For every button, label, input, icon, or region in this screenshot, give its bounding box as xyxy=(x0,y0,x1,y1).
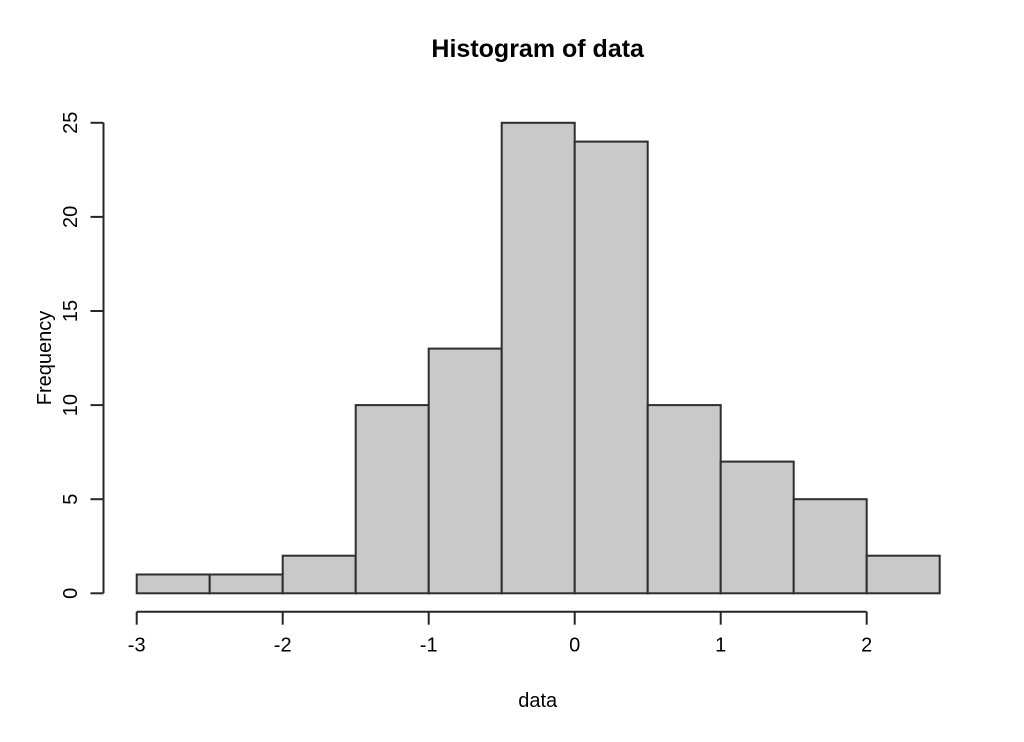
chart-title: Histogram of data xyxy=(431,35,645,63)
y-tick-label: 0 xyxy=(60,588,82,599)
x-tick-label: -2 xyxy=(274,635,292,657)
histogram-bar xyxy=(500,121,576,595)
bars-layer xyxy=(135,121,941,595)
histogram-bar xyxy=(281,554,357,595)
y-tick-label: 25 xyxy=(60,112,82,134)
y-axis-label: Frequency xyxy=(34,311,56,406)
histogram-bar xyxy=(646,404,722,595)
histogram-bar xyxy=(719,460,795,595)
histogram-bar xyxy=(427,347,503,595)
histogram-bar xyxy=(354,404,430,595)
histogram-bar xyxy=(865,554,941,595)
x-tick-label: 1 xyxy=(715,635,726,657)
y-tick-label: 10 xyxy=(60,394,82,416)
y-tick-label: 5 xyxy=(60,494,82,505)
x-tick-label: -3 xyxy=(128,635,146,657)
x-tick-label: -1 xyxy=(420,635,438,657)
histogram-bar xyxy=(208,573,284,595)
histogram-bar xyxy=(573,140,649,595)
x-tick-label: 2 xyxy=(861,635,872,657)
x-tick-label: 0 xyxy=(569,635,580,657)
x-axis-label: data xyxy=(518,690,558,712)
y-tick-label: 20 xyxy=(60,206,82,228)
histogram-bar xyxy=(792,498,868,595)
y-tick-label: 15 xyxy=(60,300,82,322)
histogram-bar xyxy=(135,573,211,595)
